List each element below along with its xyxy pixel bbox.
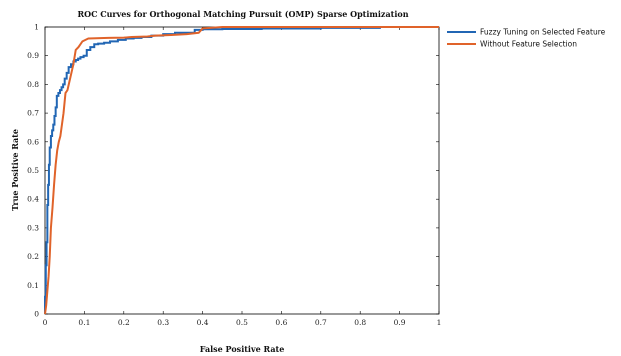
y-tick-label: 0.7 [27, 109, 39, 118]
x-tick-label: 1 [437, 318, 442, 327]
x-tick-label: 0.7 [315, 318, 327, 327]
y-tick-label: 0 [34, 310, 39, 319]
y-tick-label: 0.8 [27, 80, 39, 89]
series-line-0 [44, 26, 439, 314]
y-axis: 0 0.1 0.2 0.3 0.4 0.5 0.6 0.7 0.8 0.9 1 [27, 23, 439, 319]
x-tick-label: 0.8 [354, 318, 366, 327]
legend: Fuzzy Tuning on Selected Feature Without … [447, 28, 606, 49]
y-tick-label: 0.9 [27, 51, 39, 60]
y-axis-title: True Positive Rate [10, 129, 20, 211]
x-tick-label: 0 [43, 318, 48, 327]
y-tick-label: 0.5 [27, 166, 39, 175]
x-tick-label: 0.1 [78, 318, 90, 327]
x-tick-label: 0.4 [197, 318, 209, 327]
y-tick-label: 1 [34, 23, 39, 32]
x-axis-title: False Positive Rate [200, 344, 285, 354]
x-tick-label: 0.6 [275, 318, 287, 327]
x-tick-label: 0.5 [236, 318, 248, 327]
x-tick-label: 0.2 [118, 318, 130, 327]
y-tick-label: 0.6 [27, 137, 39, 146]
y-tick-label: 0.3 [27, 223, 39, 232]
plot-area: 0 0.1 0.2 0.3 0.4 0.5 0.6 0.7 0.8 0.9 1 0 0.1 0.2 0.3… [27, 23, 441, 328]
legend-label-0: Fuzzy Tuning on Selected Feature [480, 28, 606, 37]
x-tick-label: 0.3 [157, 318, 169, 327]
y-tick-label: 0.1 [27, 281, 39, 290]
x-tick-label: 0.9 [394, 318, 406, 327]
series-lines [44, 26, 439, 315]
x-axis: 0 0.1 0.2 0.3 0.4 0.5 0.6 0.7 0.8 0.9 1 [43, 27, 442, 327]
y-tick-label: 0.2 [27, 252, 39, 261]
series-line-1 [44, 26, 439, 315]
chart-title: ROC Curves for Orthogonal Matching Pursu… [77, 9, 408, 19]
y-tick-label: 0.4 [27, 195, 39, 204]
plot-frame [44, 26, 440, 315]
legend-label-1: Without Feature Selection [480, 40, 577, 49]
